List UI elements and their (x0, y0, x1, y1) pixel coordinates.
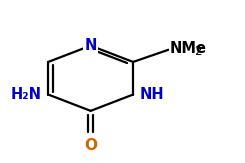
Text: 2: 2 (194, 44, 202, 58)
Text: NMe: NMe (170, 41, 207, 56)
Text: O: O (84, 138, 97, 153)
Text: H₂N: H₂N (11, 87, 42, 102)
Text: NH: NH (139, 87, 164, 102)
Text: N: N (85, 38, 97, 53)
